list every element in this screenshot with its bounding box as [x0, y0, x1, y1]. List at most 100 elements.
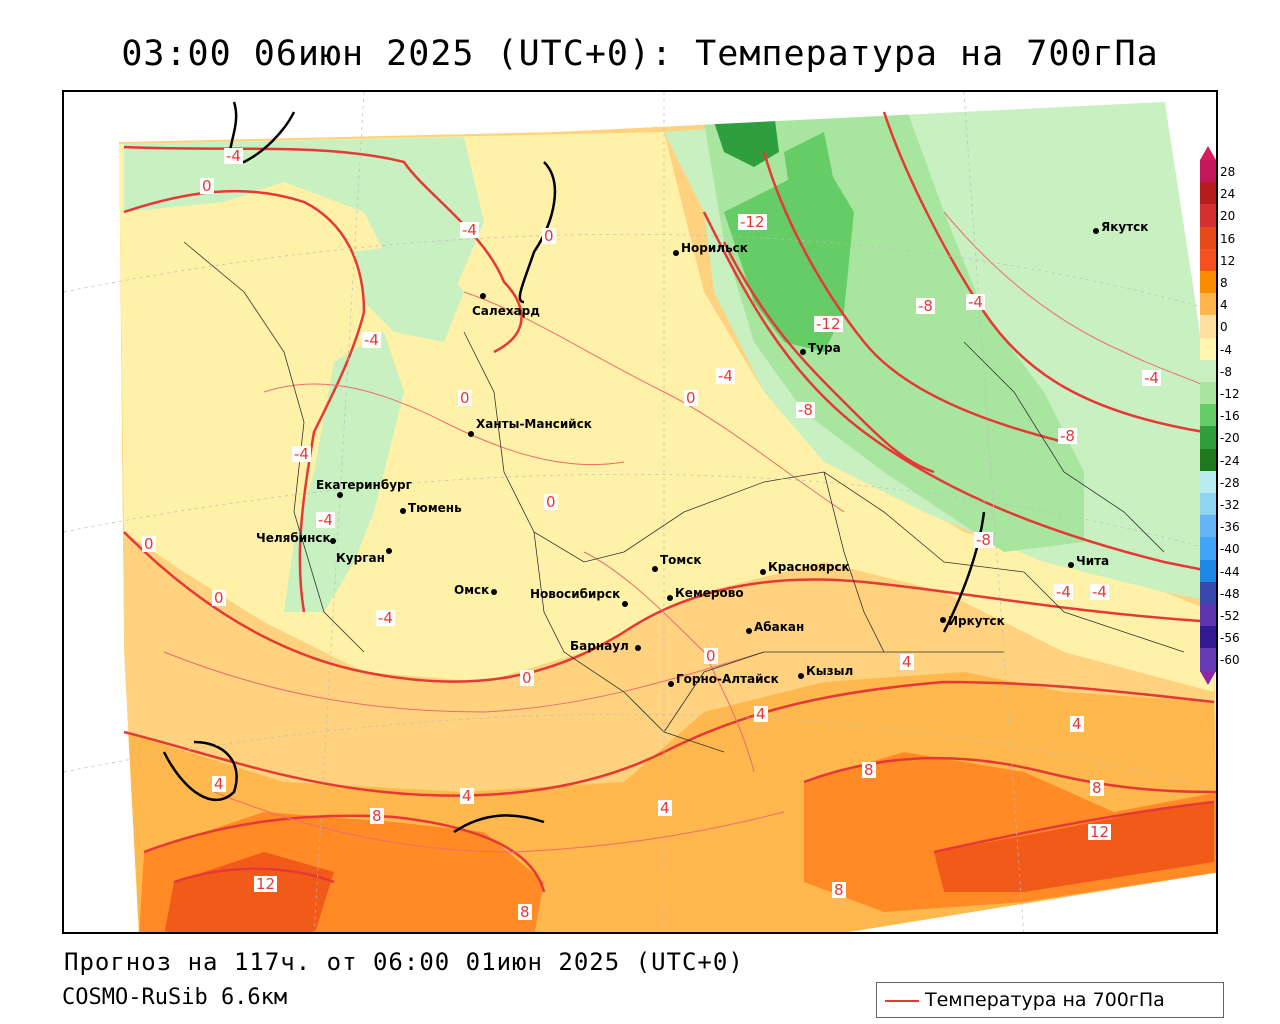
contour-label: 0 [142, 535, 156, 553]
colorbar-segment [1200, 470, 1216, 494]
colorbar-segment [1200, 426, 1216, 450]
colorbar-tick-label: 24 [1220, 187, 1236, 202]
colorbar-segment [1200, 537, 1216, 561]
contour-label: 0 [542, 227, 556, 245]
colorbar-segment [1200, 626, 1216, 650]
city-marker [1093, 228, 1099, 234]
city-marker [746, 628, 752, 634]
colorbar-tick-label: -60 [1220, 653, 1240, 668]
colorbar-tick-label: 12 [1220, 253, 1236, 268]
city-tomsk: Томск [660, 553, 702, 567]
contour-label: -4 [362, 331, 381, 349]
legend-label: Температура на 700гПа [925, 989, 1165, 1011]
contour-label: -4 [1142, 369, 1161, 387]
contour-label: 0 [704, 647, 718, 665]
contour-label: 4 [900, 653, 914, 671]
contour-label: -8 [796, 401, 815, 419]
city-abakan: Абакан [754, 620, 805, 634]
colorbar-segment [1200, 515, 1216, 539]
minor-contours [163, 211, 1215, 853]
city-krasnoyarsk: Красноярск [768, 560, 850, 574]
city-marker [760, 569, 766, 575]
colorbar-tick-label: -40 [1220, 542, 1240, 557]
contour-label: -8 [1058, 427, 1077, 445]
contour-label: 8 [518, 903, 532, 921]
city-irkutsk: Иркутск [948, 614, 1005, 628]
zone-12-plus-east [934, 802, 1214, 892]
forecast-info: Прогноз на 117ч. от 06:00 01июн 2025 (UT… [64, 948, 744, 976]
colorbar-min-arrow [1200, 670, 1216, 685]
colorbar-tick-label: -16 [1220, 409, 1240, 424]
colorbar-segment [1200, 337, 1216, 361]
contour-label: -12 [738, 213, 767, 231]
outside-domain-top [64, 92, 1216, 142]
contour-label: -4 [966, 293, 985, 311]
city-marker [468, 431, 474, 437]
contour-label: -8 [974, 531, 993, 549]
contour-label: 8 [832, 881, 846, 899]
contour-label: -4 [1054, 583, 1073, 601]
contour-label: 12 [1088, 823, 1112, 841]
contour-label: 8 [1090, 779, 1104, 797]
temperature-field [64, 92, 1216, 932]
city-omsk: Омск [454, 583, 490, 597]
colorbar-segment [1200, 448, 1216, 472]
city-chelyabinsk: Челябинск [256, 531, 331, 545]
contour-label: 0 [544, 493, 558, 511]
zone-minus4-c [284, 332, 404, 612]
contour-label: -4 [224, 147, 243, 165]
map-area: Якутск Норильск Салехард Тура Ханты-Манс… [62, 90, 1218, 934]
colorbar-tick-label: -56 [1220, 631, 1240, 646]
colorbar-tick-label: 20 [1220, 209, 1236, 224]
city-kemerovo: Кемерово [675, 586, 744, 600]
city-marker [1068, 562, 1074, 568]
colorbar-segment [1200, 204, 1216, 228]
contour-label: 0 [200, 177, 214, 195]
city-marker [400, 508, 406, 514]
contour-label: 8 [370, 807, 384, 825]
outside-domain-bottom-right [848, 872, 1216, 932]
colorbar-segment [1200, 648, 1216, 672]
colorbar-segment [1200, 248, 1216, 272]
colorbar-segment [1200, 226, 1216, 250]
colorbar-tick-label: -12 [1220, 387, 1240, 401]
city-khanty-mansiysk: Ханты-Мансийск [476, 417, 592, 431]
contour-label: 4 [460, 787, 474, 805]
city-kyzyl: Кызыл [806, 664, 854, 678]
city-marker [635, 645, 641, 651]
city-marker [798, 673, 804, 679]
colorbar-tick-label: 8 [1220, 276, 1228, 290]
city-marker [337, 492, 343, 498]
contour-label: 0 [684, 389, 698, 407]
city-yakutsk: Якутск [1101, 220, 1149, 234]
colorbar-tick-label: 16 [1220, 231, 1236, 246]
colorbar [1200, 146, 1216, 688]
colorbar-segment [1200, 559, 1216, 583]
contour-label: -4 [716, 367, 735, 385]
colorbar-segment [1200, 404, 1216, 428]
zone-minus12-a [724, 162, 854, 352]
contour-label: -12 [814, 315, 843, 333]
contour-label: -4 [1090, 583, 1109, 601]
colorbar-tick-label: -28 [1220, 475, 1240, 490]
colorbar-segment [1200, 493, 1216, 517]
colorbar-segment [1200, 160, 1216, 184]
city-marker [330, 538, 336, 544]
colorbar-tick-label: -4 [1220, 342, 1232, 357]
contour-label: -4 [316, 511, 335, 529]
colorbar-tick-label: 4 [1220, 298, 1228, 313]
model-name: COSMO-RuSib 6.6км [62, 985, 288, 1010]
map-title: 03:00 06июн 2025 (UTC+0): Температура на… [121, 34, 1159, 74]
city-salekhard: Салехард [472, 304, 540, 318]
colorbar-tick-label: -52 [1220, 609, 1240, 623]
city-marker [622, 601, 628, 607]
city-tura: Тура [808, 341, 841, 355]
city-yekaterinburg: Екатеринбург [316, 478, 412, 492]
contour-label: 8 [862, 761, 876, 779]
colorbar-segment [1200, 315, 1216, 339]
contour-label: 4 [658, 799, 672, 817]
contour-label: -4 [460, 221, 479, 239]
contour-label: 12 [254, 875, 278, 893]
colorbar-segment [1200, 293, 1216, 317]
city-tyumen: Тюмень [408, 501, 462, 515]
